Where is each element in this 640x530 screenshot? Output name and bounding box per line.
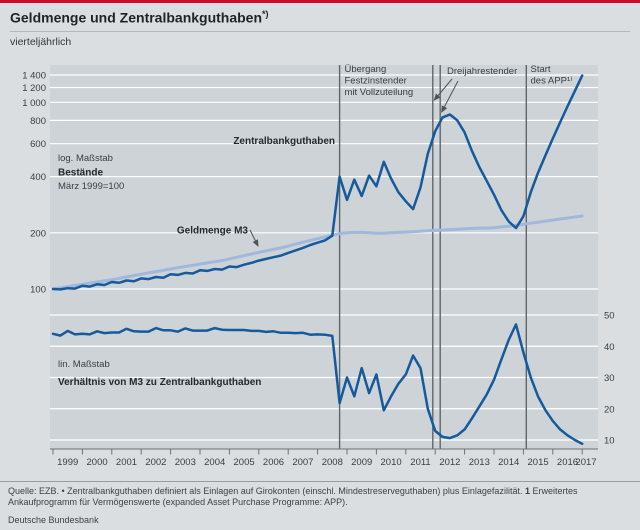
series-zentralbankguthaben xyxy=(51,74,584,291)
svg-text:2005: 2005 xyxy=(234,457,255,468)
source-note: Quelle: EZB. • Zentralbankguthaben defin… xyxy=(8,486,632,509)
svg-text:2017: 2017 xyxy=(575,457,596,468)
svg-text:2013: 2013 xyxy=(469,457,490,468)
page-title: Geldmenge und Zentralbankguthaben*) xyxy=(10,9,630,32)
label-geldmenge-m3: Geldmenge M3 xyxy=(177,225,249,236)
svg-text:Dreijahrestender: Dreijahrestender xyxy=(447,66,517,77)
svg-text:2008: 2008 xyxy=(322,457,343,468)
series-geldmenge-m3 xyxy=(51,214,584,291)
svg-text:lin. Maßstab: lin. Maßstab xyxy=(58,359,110,370)
svg-text:2003: 2003 xyxy=(175,457,196,468)
chart-canvas: 100 200 400 600 800 1 000 1 200 1 400 10 20 30 40 50… xyxy=(22,64,615,468)
svg-text:2014: 2014 xyxy=(498,457,519,468)
frequency-label: vierteljährlich xyxy=(10,35,72,48)
accent-bar xyxy=(0,0,640,3)
x-axis-ticks xyxy=(52,448,583,455)
svg-text:Übergang: Übergang xyxy=(345,64,387,75)
annotation-dreijahrestender: Dreijahrestender xyxy=(433,66,517,113)
svg-text:40: 40 xyxy=(604,341,615,352)
left-axis-labels: 100 200 400 600 800 1 000 1 200 1 400 xyxy=(22,70,46,295)
svg-text:2009: 2009 xyxy=(351,457,372,468)
lower-panel-caption: lin. Maßstab Verhältnis von M3 zu Zentral… xyxy=(58,359,261,388)
svg-text:1999: 1999 xyxy=(57,457,78,468)
right-axis-labels: 10 20 30 40 50 xyxy=(604,310,615,446)
svg-text:50: 50 xyxy=(604,310,615,321)
svg-text:600: 600 xyxy=(30,139,46,150)
svg-text:Start: Start xyxy=(531,64,551,75)
svg-text:200: 200 xyxy=(30,228,46,239)
svg-text:log. Maßstab: log. Maßstab xyxy=(58,153,113,164)
svg-text:März 1999=100: März 1999=100 xyxy=(58,181,124,192)
chart-header: Geldmenge und Zentralbankguthaben*) vier… xyxy=(0,3,640,48)
event-lines xyxy=(338,64,527,449)
footnote-1-marker: 1 xyxy=(524,485,530,496)
x-axis-year-labels: 1999 2000 2001 2002 2003 2004 2005 2006 2007 2008… xyxy=(57,457,596,468)
svg-text:400: 400 xyxy=(30,172,46,183)
dreijahrestender-arrow-2 xyxy=(441,80,459,113)
svg-text:des APP¹⁾: des APP¹⁾ xyxy=(531,75,573,86)
svg-text:Bestände: Bestände xyxy=(58,167,103,178)
svg-text:2011: 2011 xyxy=(410,457,430,468)
svg-text:2015: 2015 xyxy=(528,457,549,468)
title-footnote-marker: *) xyxy=(262,9,269,19)
chart-footer: Quelle: EZB. • Zentralbankguthaben defin… xyxy=(0,480,640,530)
svg-text:1 400: 1 400 xyxy=(22,70,46,81)
svg-text:2000: 2000 xyxy=(87,457,108,468)
title-text: Geldmenge und Zentralbankguthaben xyxy=(10,9,263,26)
plot-area xyxy=(50,64,598,449)
svg-text:Verhältnis von M3 zu Zentralba: Verhältnis von M3 zu Zentralbankguthaben xyxy=(58,377,261,388)
svg-text:2006: 2006 xyxy=(263,457,284,468)
svg-text:mit Vollzuteilung: mit Vollzuteilung xyxy=(345,87,414,98)
svg-text:2010: 2010 xyxy=(381,457,402,468)
upper-panel-caption: log. Maßstab Bestände März 1999=100 xyxy=(58,153,124,192)
svg-text:2004: 2004 xyxy=(204,457,225,468)
svg-text:Festzinstender: Festzinstender xyxy=(345,75,407,86)
svg-text:800: 800 xyxy=(30,116,46,127)
svg-text:2007: 2007 xyxy=(292,457,313,468)
series-verhaeltnis xyxy=(51,322,584,445)
svg-text:1 000: 1 000 xyxy=(22,97,46,108)
label-zentralbankguthaben: Zentralbankguthaben xyxy=(233,136,335,147)
svg-text:100: 100 xyxy=(30,284,46,295)
svg-text:2002: 2002 xyxy=(145,457,166,468)
source-note-text: Quelle: EZB. • Zentralbankguthaben defin… xyxy=(8,485,525,496)
svg-text:2016: 2016 xyxy=(557,457,578,468)
svg-text:20: 20 xyxy=(604,404,615,415)
svg-text:2012: 2012 xyxy=(439,457,460,468)
svg-text:1 200: 1 200 xyxy=(22,83,46,94)
geldmenge-m3-pointer xyxy=(249,229,259,247)
svg-text:2001: 2001 xyxy=(116,457,137,468)
footnote-1-text: Erweitertes Ankaufprogramm für Vermögens… xyxy=(8,485,578,508)
publisher-name: Deutsche Bundesbank xyxy=(8,515,99,525)
svg-text:10: 10 xyxy=(604,435,615,446)
gridlines xyxy=(50,74,598,441)
dreijahrestender-arrow-1 xyxy=(433,78,453,101)
svg-text:30: 30 xyxy=(604,373,615,384)
